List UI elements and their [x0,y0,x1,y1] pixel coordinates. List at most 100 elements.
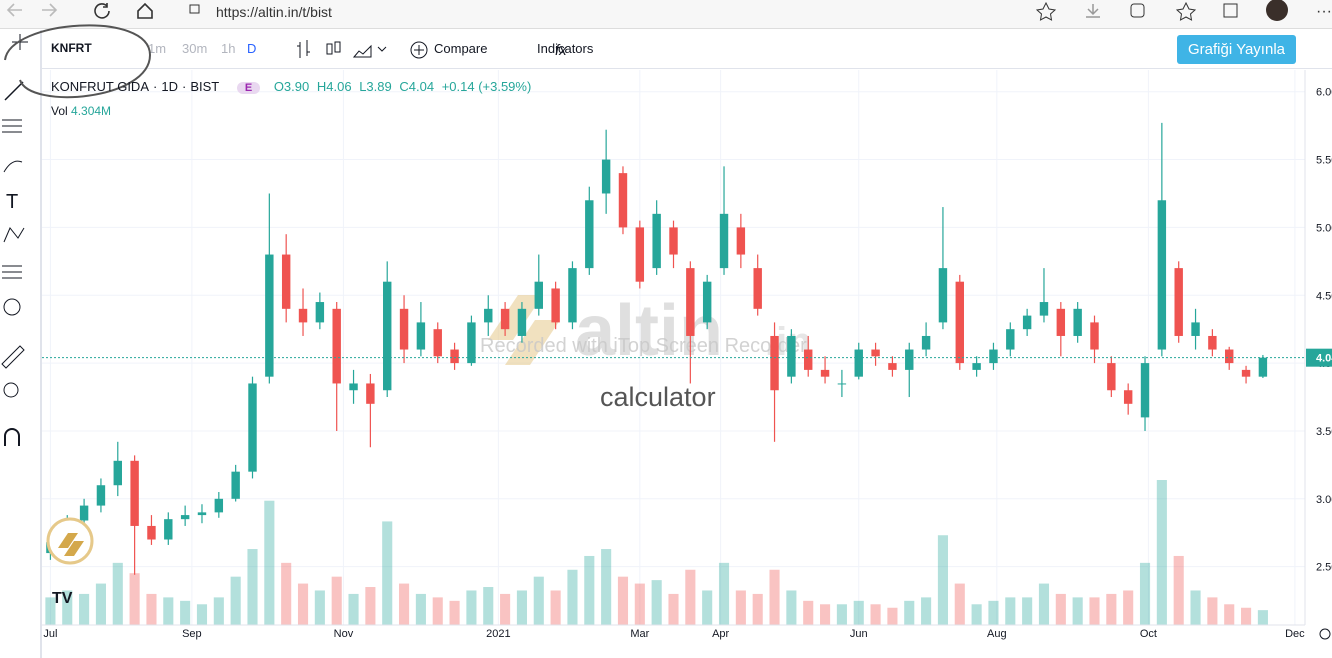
y-tick-label: 5.00 [1316,222,1332,234]
volume-bar [432,597,443,625]
legend-change: +0.14 (+3.59%) [441,79,532,94]
volume-bar [1038,583,1050,625]
volume-bar [1207,597,1218,625]
chart-toolbar: KNFRT 1m 30m 1h D fx Compare Indicators … [42,30,1332,69]
volume-bar [769,569,780,625]
candle-body [113,460,122,486]
compare-button[interactable]: Compare [434,41,488,56]
volume-value: 4.304M [71,104,112,118]
measure-tool[interactable] [1,345,25,369]
volume-bar [685,569,696,625]
volume-bar [281,562,292,625]
volume-bar [617,576,629,625]
magnet-tool[interactable] [4,428,20,446]
indicators-button[interactable]: Indicators [537,41,594,56]
x-tick-label: Apr [712,628,729,640]
candle-body [955,281,964,364]
candle-body [416,322,426,350]
volume-bar [1224,604,1235,625]
volume-bar [820,604,831,625]
candle-body [905,349,914,370]
pattern-tool[interactable] [3,227,25,243]
candle-body [399,308,409,350]
back-button[interactable] [6,3,22,17]
candle-body [669,227,678,255]
volume-bar [904,600,915,625]
candle-body [888,363,897,370]
trend-line-tool[interactable] [4,81,24,101]
candle-body [1006,329,1015,350]
legend-high: H4.06 [316,79,352,94]
symbol-search[interactable]: KNFRT [51,41,92,55]
chart-legend: KONFRUT GIDA · 1D · BIST E O3.90 H4.06 L3.89… [51,79,532,94]
candle-body [568,268,577,323]
volume-bar [297,583,309,625]
volume-bar [634,583,645,625]
interval-button[interactable]: 30m [182,41,208,56]
y-tick-label: 6.00 [1316,87,1332,99]
volume-bar [230,576,241,625]
volume-bar [1173,555,1184,625]
profile-avatar[interactable] [1266,0,1288,21]
text-tool[interactable]: T [6,191,18,213]
indicators-icon[interactable]: fx [555,42,567,59]
settings-button[interactable] [1319,628,1331,640]
volume-bar [803,600,814,625]
icon-tool[interactable] [3,298,21,316]
download-button[interactable] [1086,4,1100,18]
interval-button[interactable]: 1h [221,41,236,56]
prediction-tool[interactable] [2,265,22,279]
address-bar[interactable]: https://altin.in/t/bist [216,4,332,20]
compare-icon[interactable] [410,41,428,59]
watermark-caption: calculator [600,382,716,412]
brush-tool[interactable] [3,160,23,173]
volume-bar [449,600,460,625]
zoom-tool[interactable] [3,382,19,398]
candles [46,122,1268,575]
compare-plus [414,45,424,55]
volume-bar [584,555,595,625]
volume-bar [1055,593,1066,625]
y-tick-label: 2.50 [1316,562,1332,574]
favorite-button[interactable] [1035,1,1057,21]
candle-body [972,363,981,370]
y-tick-label: 5.50 [1316,155,1332,167]
interval-button[interactable]: 1m [148,41,167,56]
browser-bar: ··· https://altin.in/t/bist [0,0,1332,29]
last-price-tag [1306,348,1332,367]
interval-button[interactable]: D [247,41,257,56]
interval: 1D [161,79,178,94]
home-button[interactable] [137,2,153,19]
bar-style-icon[interactable] [297,40,310,58]
volume-bar [887,607,898,625]
candle-body [164,519,173,540]
publish-button[interactable]: Grafiği Yayınla [1177,35,1296,64]
grid [42,70,1305,625]
favorites-button[interactable] [1175,1,1197,21]
y-tick-label: 3.50 [1316,426,1332,438]
volume-bar [382,521,393,625]
volume-legend: Vol 4.304M [51,104,111,118]
candle-style-icon[interactable] [326,43,333,55]
refresh-button[interactable] [94,3,110,19]
volume-bar [129,573,140,625]
candle-body [1039,302,1049,316]
candle-style-icon[interactable] [334,41,341,53]
menu-button[interactable]: ··· [1316,3,1332,20]
candle-body [484,308,493,323]
tradingview-logo: TV [52,590,73,607]
candle-body [820,369,830,377]
forward-button[interactable] [42,3,58,17]
dropdown-icon[interactable] [377,46,387,52]
volume-bar [1022,597,1033,625]
fib-tool[interactable] [2,119,22,133]
collections-button[interactable] [1223,3,1238,18]
candle-body [231,471,240,499]
volume-bar [365,587,376,625]
area-style-icon[interactable] [352,44,372,58]
candle-body [652,213,661,269]
extensions-button[interactable] [1130,3,1145,18]
lock-icon [189,4,200,14]
volume-bar [264,500,275,625]
volume-bar [1139,562,1151,625]
